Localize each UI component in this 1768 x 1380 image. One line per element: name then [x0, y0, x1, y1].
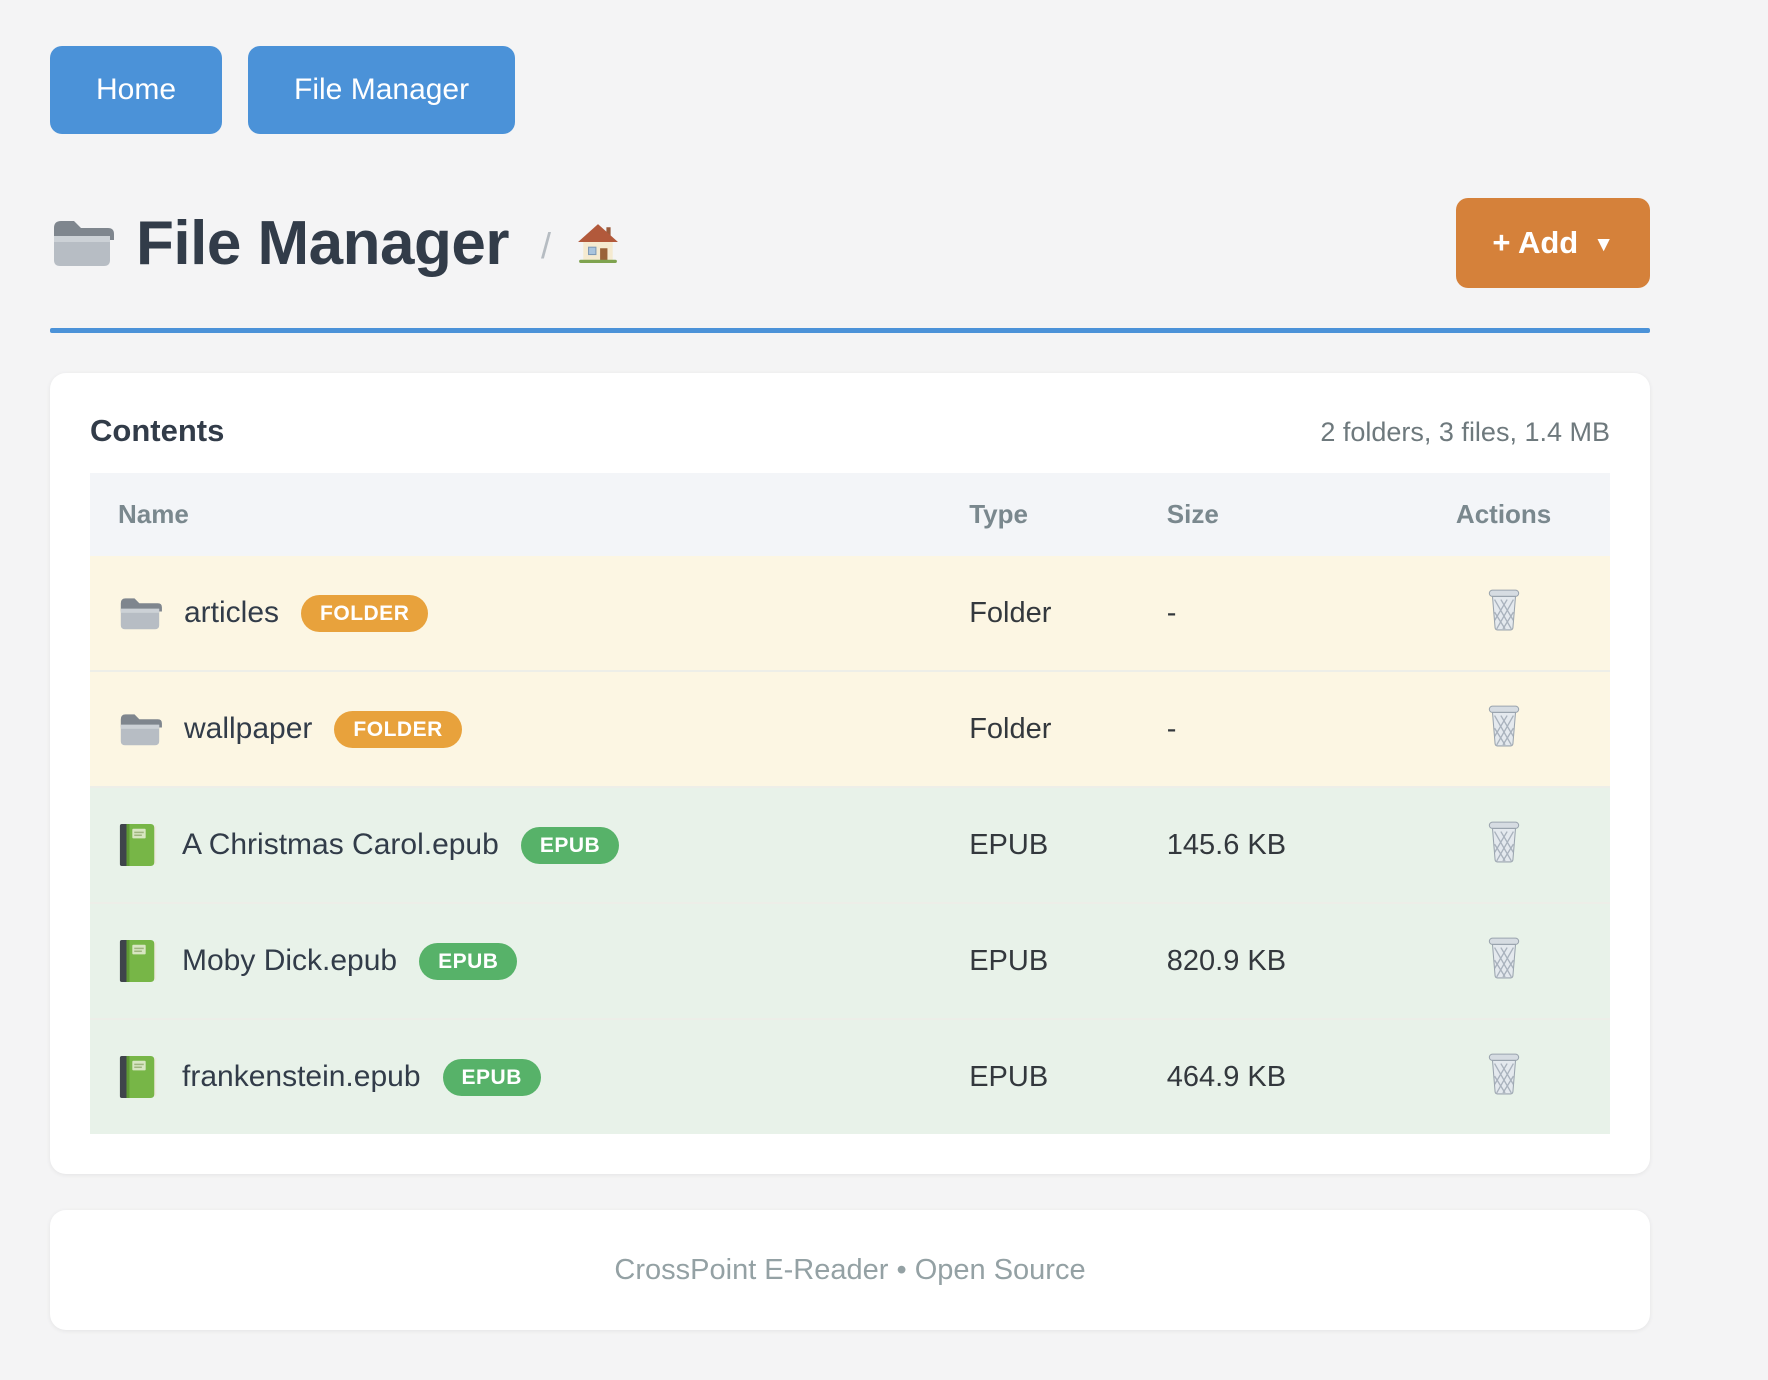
folder-icon — [118, 595, 162, 632]
nav-file-manager-button[interactable]: File Manager — [248, 46, 515, 134]
file-size: - — [1139, 671, 1397, 787]
add-button-label: + Add — [1492, 225, 1578, 261]
file-size: 464.9 KB — [1139, 1019, 1397, 1134]
table-row: articles FOLDER Folder - — [90, 556, 1610, 671]
title-group: File Manager / — [50, 208, 619, 279]
green-book-icon — [118, 938, 160, 984]
epub-badge: EPUB — [419, 943, 517, 980]
house-icon[interactable] — [577, 222, 619, 264]
green-book-icon — [118, 1054, 160, 1100]
table-row: A Christmas Carol.epub EPUB EPUB 145.6 K… — [90, 787, 1610, 903]
file-type: Folder — [941, 671, 1139, 787]
wastebasket-icon — [1485, 587, 1523, 631]
page-title: File Manager — [136, 208, 509, 279]
table-row: frankenstein.epub EPUB EPUB 464.9 KB — [90, 1019, 1610, 1134]
delete-button[interactable] — [1485, 1051, 1523, 1095]
delete-button[interactable] — [1485, 819, 1523, 863]
folder-badge: FOLDER — [334, 711, 461, 748]
table-header-row: Name Type Size Actions — [90, 473, 1610, 556]
file-size: - — [1139, 556, 1397, 671]
wastebasket-icon — [1485, 819, 1523, 863]
contents-card: Contents 2 folders, 3 files, 1.4 MB Name… — [50, 373, 1650, 1174]
table-row: Moby Dick.epub EPUB EPUB 820.9 KB — [90, 903, 1610, 1019]
file-name-link[interactable]: wallpaper — [184, 712, 312, 746]
page-header: File Manager / + Add ▼ — [50, 198, 1650, 288]
column-header-actions: Actions — [1397, 473, 1610, 556]
wastebasket-icon — [1485, 703, 1523, 747]
file-name-link[interactable]: frankenstein.epub — [182, 1060, 421, 1094]
table-row: wallpaper FOLDER Folder - — [90, 671, 1610, 787]
caret-down-icon: ▼ — [1593, 234, 1614, 255]
file-type: EPUB — [941, 787, 1139, 903]
contents-summary: 2 folders, 3 files, 1.4 MB — [1320, 417, 1610, 448]
file-type: Folder — [941, 556, 1139, 671]
wastebasket-icon — [1485, 1051, 1523, 1095]
column-header-name: Name — [90, 473, 941, 556]
header-divider — [50, 328, 1650, 333]
footer-text: CrossPoint E-Reader • Open Source — [614, 1254, 1085, 1287]
file-size: 145.6 KB — [1139, 787, 1397, 903]
file-type: EPUB — [941, 903, 1139, 1019]
contents-heading: Contents — [90, 413, 224, 449]
footer: CrossPoint E-Reader • Open Source — [50, 1210, 1650, 1330]
file-type: EPUB — [941, 1019, 1139, 1134]
column-header-type: Type — [941, 473, 1139, 556]
contents-card-header: Contents 2 folders, 3 files, 1.4 MB — [90, 413, 1610, 449]
add-button[interactable]: + Add ▼ — [1456, 198, 1650, 288]
top-nav: Home File Manager — [50, 46, 1650, 134]
wastebasket-icon — [1485, 935, 1523, 979]
folder-icon — [118, 711, 162, 748]
folder-icon — [50, 216, 114, 270]
folder-badge: FOLDER — [301, 595, 428, 632]
delete-button[interactable] — [1485, 703, 1523, 747]
delete-button[interactable] — [1485, 587, 1523, 631]
file-name-link[interactable]: A Christmas Carol.epub — [182, 828, 499, 862]
page: Home File Manager File Manager / — [0, 0, 1768, 1330]
file-table: Name Type Size Actions articles FOLDER — [90, 473, 1610, 1134]
file-name-link[interactable]: articles — [184, 596, 279, 630]
column-header-size: Size — [1139, 473, 1397, 556]
epub-badge: EPUB — [443, 1059, 541, 1096]
file-name-link[interactable]: Moby Dick.epub — [182, 944, 397, 978]
epub-badge: EPUB — [521, 827, 619, 864]
green-book-icon — [118, 822, 160, 868]
file-size: 820.9 KB — [1139, 903, 1397, 1019]
delete-button[interactable] — [1485, 935, 1523, 979]
nav-home-button[interactable]: Home — [50, 46, 222, 134]
breadcrumb-separator: / — [541, 225, 551, 267]
